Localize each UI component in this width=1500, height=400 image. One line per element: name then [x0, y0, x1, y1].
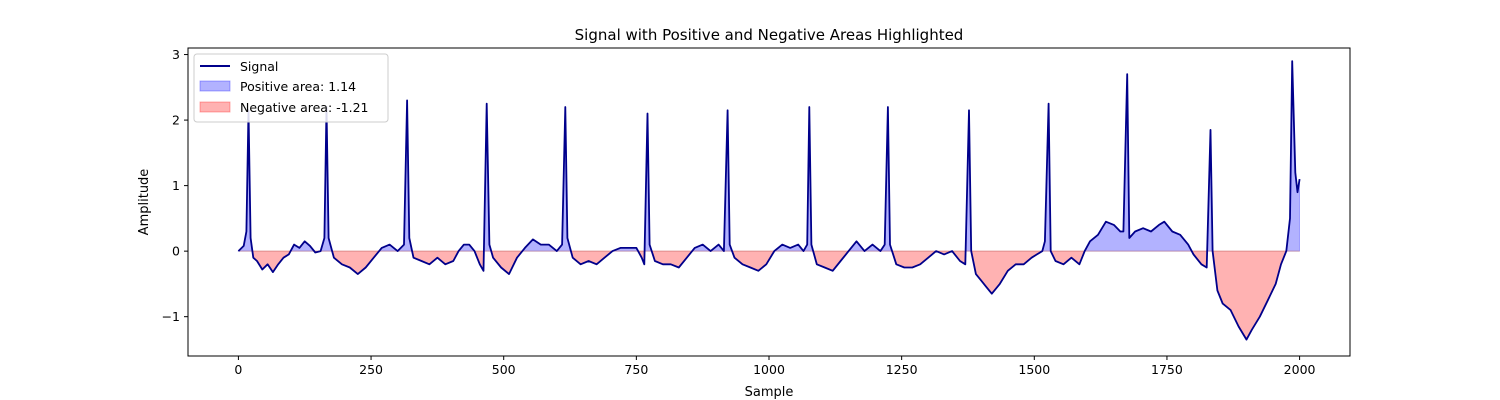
- negative-area-fill: [490, 250, 524, 275]
- negative-area-fill: [812, 250, 850, 272]
- plot-area: [187, 47, 1351, 357]
- legend-label-negative: Negative area: -1.21: [240, 100, 368, 115]
- legend-label-signal: Signal: [240, 59, 278, 74]
- x-tick-label: 500: [492, 362, 516, 377]
- legend-label-positive: Positive area: 1.14: [240, 79, 356, 94]
- legend: Signal Positive area: 1.14 Negative area…: [193, 53, 389, 123]
- chart-title: Signal with Positive and Negative Areas …: [575, 26, 964, 44]
- legend-swatch-positive: [199, 80, 231, 92]
- legend-box: [193, 53, 389, 123]
- y-tick-label: 2: [172, 113, 180, 128]
- x-axis-label: Sample: [745, 385, 794, 400]
- y-tick-label: 1: [172, 178, 180, 193]
- positive-area-fill: [1084, 74, 1193, 252]
- x-tick-label: 1750: [1151, 362, 1183, 377]
- x-tick-label: 750: [624, 362, 648, 377]
- x-axis: 0 250 500 750 1000 1250 1500 1750 2000: [234, 356, 1316, 377]
- negative-area-fill: [1212, 250, 1287, 341]
- x-tick-label: 1250: [886, 362, 918, 377]
- x-tick-label: 2000: [1284, 362, 1316, 377]
- x-tick-label: 1500: [1018, 362, 1050, 377]
- x-tick-label: 0: [234, 362, 242, 377]
- y-tick-label: 0: [172, 244, 180, 259]
- area-fills: [237, 61, 1300, 341]
- signal-line: [237, 60, 1301, 341]
- x-tick-label: 1000: [753, 362, 785, 377]
- y-tick-label: 3: [172, 47, 180, 62]
- y-axis: −1 0 1 2 3: [162, 47, 188, 324]
- x-tick-label: 250: [359, 362, 383, 377]
- y-tick-label: −1: [162, 309, 180, 324]
- y-axis-label: Amplitude: [137, 169, 152, 236]
- legend-swatch-negative: [199, 101, 231, 113]
